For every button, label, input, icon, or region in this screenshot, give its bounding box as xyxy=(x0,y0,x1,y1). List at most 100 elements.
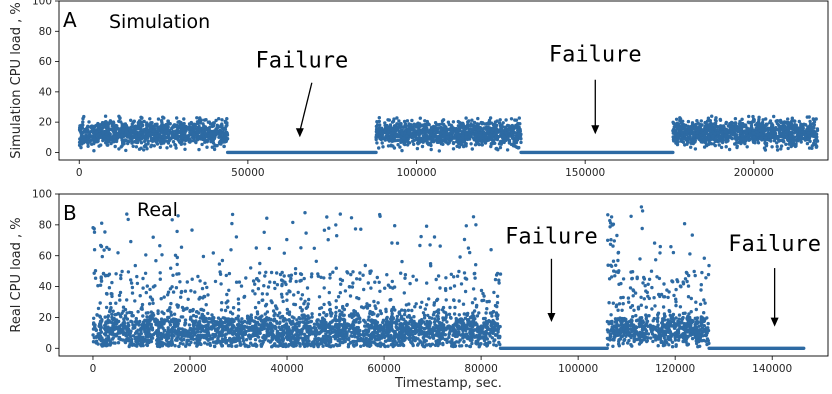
data-point xyxy=(518,122,522,126)
data-point xyxy=(417,133,421,137)
data-point xyxy=(770,145,774,149)
data-point xyxy=(158,134,163,138)
data-point xyxy=(437,122,441,127)
data-point xyxy=(377,146,381,150)
data-point xyxy=(446,135,450,139)
data-point xyxy=(374,135,378,140)
data-point xyxy=(403,276,407,280)
data-point xyxy=(448,286,453,290)
data-point xyxy=(385,125,389,129)
data-point xyxy=(405,119,410,123)
data-point xyxy=(415,146,420,151)
data-point xyxy=(395,241,400,245)
data-point xyxy=(145,284,149,288)
data-point xyxy=(786,122,790,126)
data-point xyxy=(405,138,409,142)
data-point xyxy=(205,342,210,346)
data-point xyxy=(436,137,440,141)
data-point xyxy=(124,130,129,134)
data-point xyxy=(269,270,274,275)
data-point xyxy=(515,124,519,128)
data-point xyxy=(137,147,142,151)
data-point xyxy=(146,142,150,146)
data-point xyxy=(109,141,113,146)
data-point xyxy=(260,292,265,296)
data-point xyxy=(393,124,397,128)
data-point xyxy=(142,148,146,152)
data-point xyxy=(734,141,739,145)
data-point xyxy=(300,293,305,297)
data-point xyxy=(468,250,472,255)
data-point xyxy=(211,124,216,128)
x-tick-label: 120000 xyxy=(655,363,695,375)
data-point xyxy=(751,140,756,144)
data-point xyxy=(183,147,187,151)
data-point xyxy=(322,276,326,280)
data-point xyxy=(80,126,84,130)
data-point xyxy=(202,137,206,141)
data-point xyxy=(131,136,135,140)
data-point xyxy=(695,131,699,135)
data-point xyxy=(141,276,145,281)
data-point xyxy=(145,125,149,129)
data-point xyxy=(369,286,373,290)
data-point xyxy=(259,344,264,348)
data-point xyxy=(459,142,464,147)
data-point xyxy=(764,117,768,121)
data-point xyxy=(793,119,797,123)
data-point xyxy=(436,126,440,130)
data-point xyxy=(287,312,292,317)
data-point xyxy=(327,290,331,295)
data-point xyxy=(503,125,507,129)
data-point xyxy=(504,118,508,122)
data-point xyxy=(436,311,441,315)
data-point xyxy=(305,286,310,290)
data-point xyxy=(117,127,122,132)
data-point xyxy=(112,121,116,125)
data-point xyxy=(319,275,323,279)
data-point xyxy=(81,120,85,124)
data-point xyxy=(200,286,205,291)
data-point xyxy=(141,286,145,290)
data-point xyxy=(98,126,103,130)
data-point xyxy=(436,274,441,278)
data-point xyxy=(198,129,202,133)
data-point xyxy=(213,279,218,284)
data-point xyxy=(161,115,165,119)
data-point xyxy=(684,130,688,134)
data-point xyxy=(459,124,463,128)
data-point xyxy=(420,300,424,304)
data-point xyxy=(452,135,457,140)
data-point xyxy=(743,141,747,146)
data-point xyxy=(699,140,704,144)
data-point xyxy=(107,122,111,126)
data-point xyxy=(428,316,432,320)
data-point xyxy=(431,140,436,144)
data-point xyxy=(209,132,213,136)
data-point xyxy=(494,147,498,151)
data-point xyxy=(676,133,680,137)
data-point xyxy=(314,259,318,263)
data-point xyxy=(812,141,816,146)
data-point xyxy=(478,133,483,137)
data-point xyxy=(497,142,502,146)
data-point xyxy=(359,227,363,231)
data-point xyxy=(703,141,708,145)
x-tick-label: 100000 xyxy=(396,167,436,179)
data-point xyxy=(383,121,387,125)
data-point xyxy=(78,137,82,141)
data-point xyxy=(406,131,411,135)
data-point xyxy=(188,137,192,141)
data-point xyxy=(759,126,763,130)
data-point xyxy=(136,310,140,314)
data-point xyxy=(251,289,255,293)
data-point xyxy=(149,136,154,141)
data-point xyxy=(92,316,96,320)
data-point xyxy=(420,144,425,149)
data-point xyxy=(180,140,184,144)
data-point xyxy=(240,317,244,321)
data-point xyxy=(437,149,441,153)
data-point xyxy=(400,128,404,132)
data-point xyxy=(475,314,480,318)
data-point xyxy=(343,289,348,293)
